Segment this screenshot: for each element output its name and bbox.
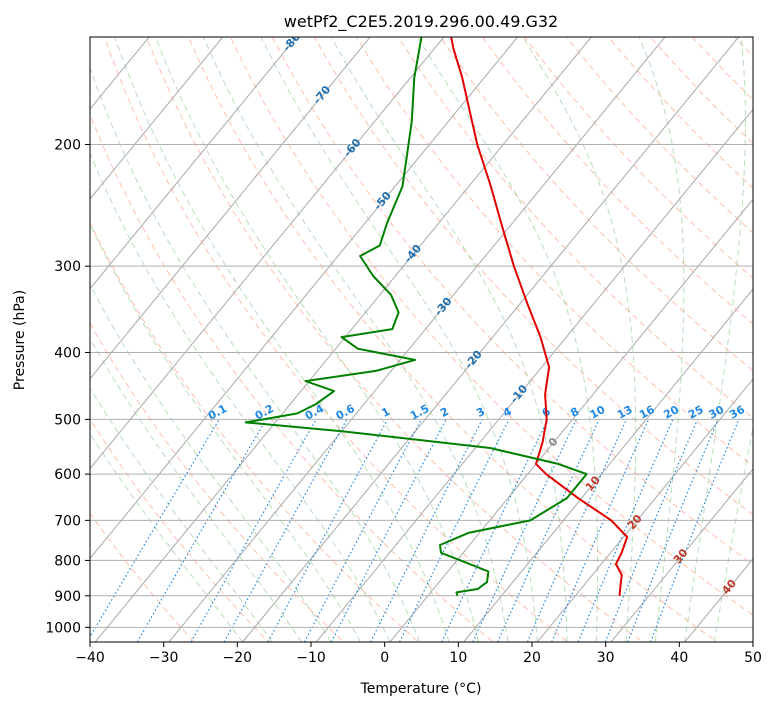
x-tick-label: 0 [380,650,389,666]
x-tick-label: −30 [149,650,179,666]
y-tick-label: 700 [54,513,81,529]
x-tick-label: −20 [223,650,253,666]
y-tick-label: 500 [54,412,81,428]
y-tick-label: 1000 [45,620,81,636]
y-tick-label: 300 [54,259,81,275]
x-axis-label: Temperature (°C) [360,681,482,697]
chart-title: wetPf2_C2E5.2019.296.00.49.G32 [284,12,558,32]
y-tick-label: 200 [54,138,81,154]
y-tick-label: 800 [54,553,81,569]
y-tick-label: 600 [54,467,81,483]
x-tick-label: 20 [523,650,541,666]
y-tick-label: 400 [54,345,81,361]
x-tick-label: 50 [744,650,762,666]
x-tick-label: 40 [670,650,688,666]
x-tick-label: −40 [75,650,105,666]
y-tick-label: 900 [54,589,81,605]
x-tick-label: −10 [296,650,326,666]
y-axis-label: Pressure (hPa) [12,290,28,390]
x-tick-label: 30 [597,650,615,666]
x-tick-label: 10 [449,650,467,666]
